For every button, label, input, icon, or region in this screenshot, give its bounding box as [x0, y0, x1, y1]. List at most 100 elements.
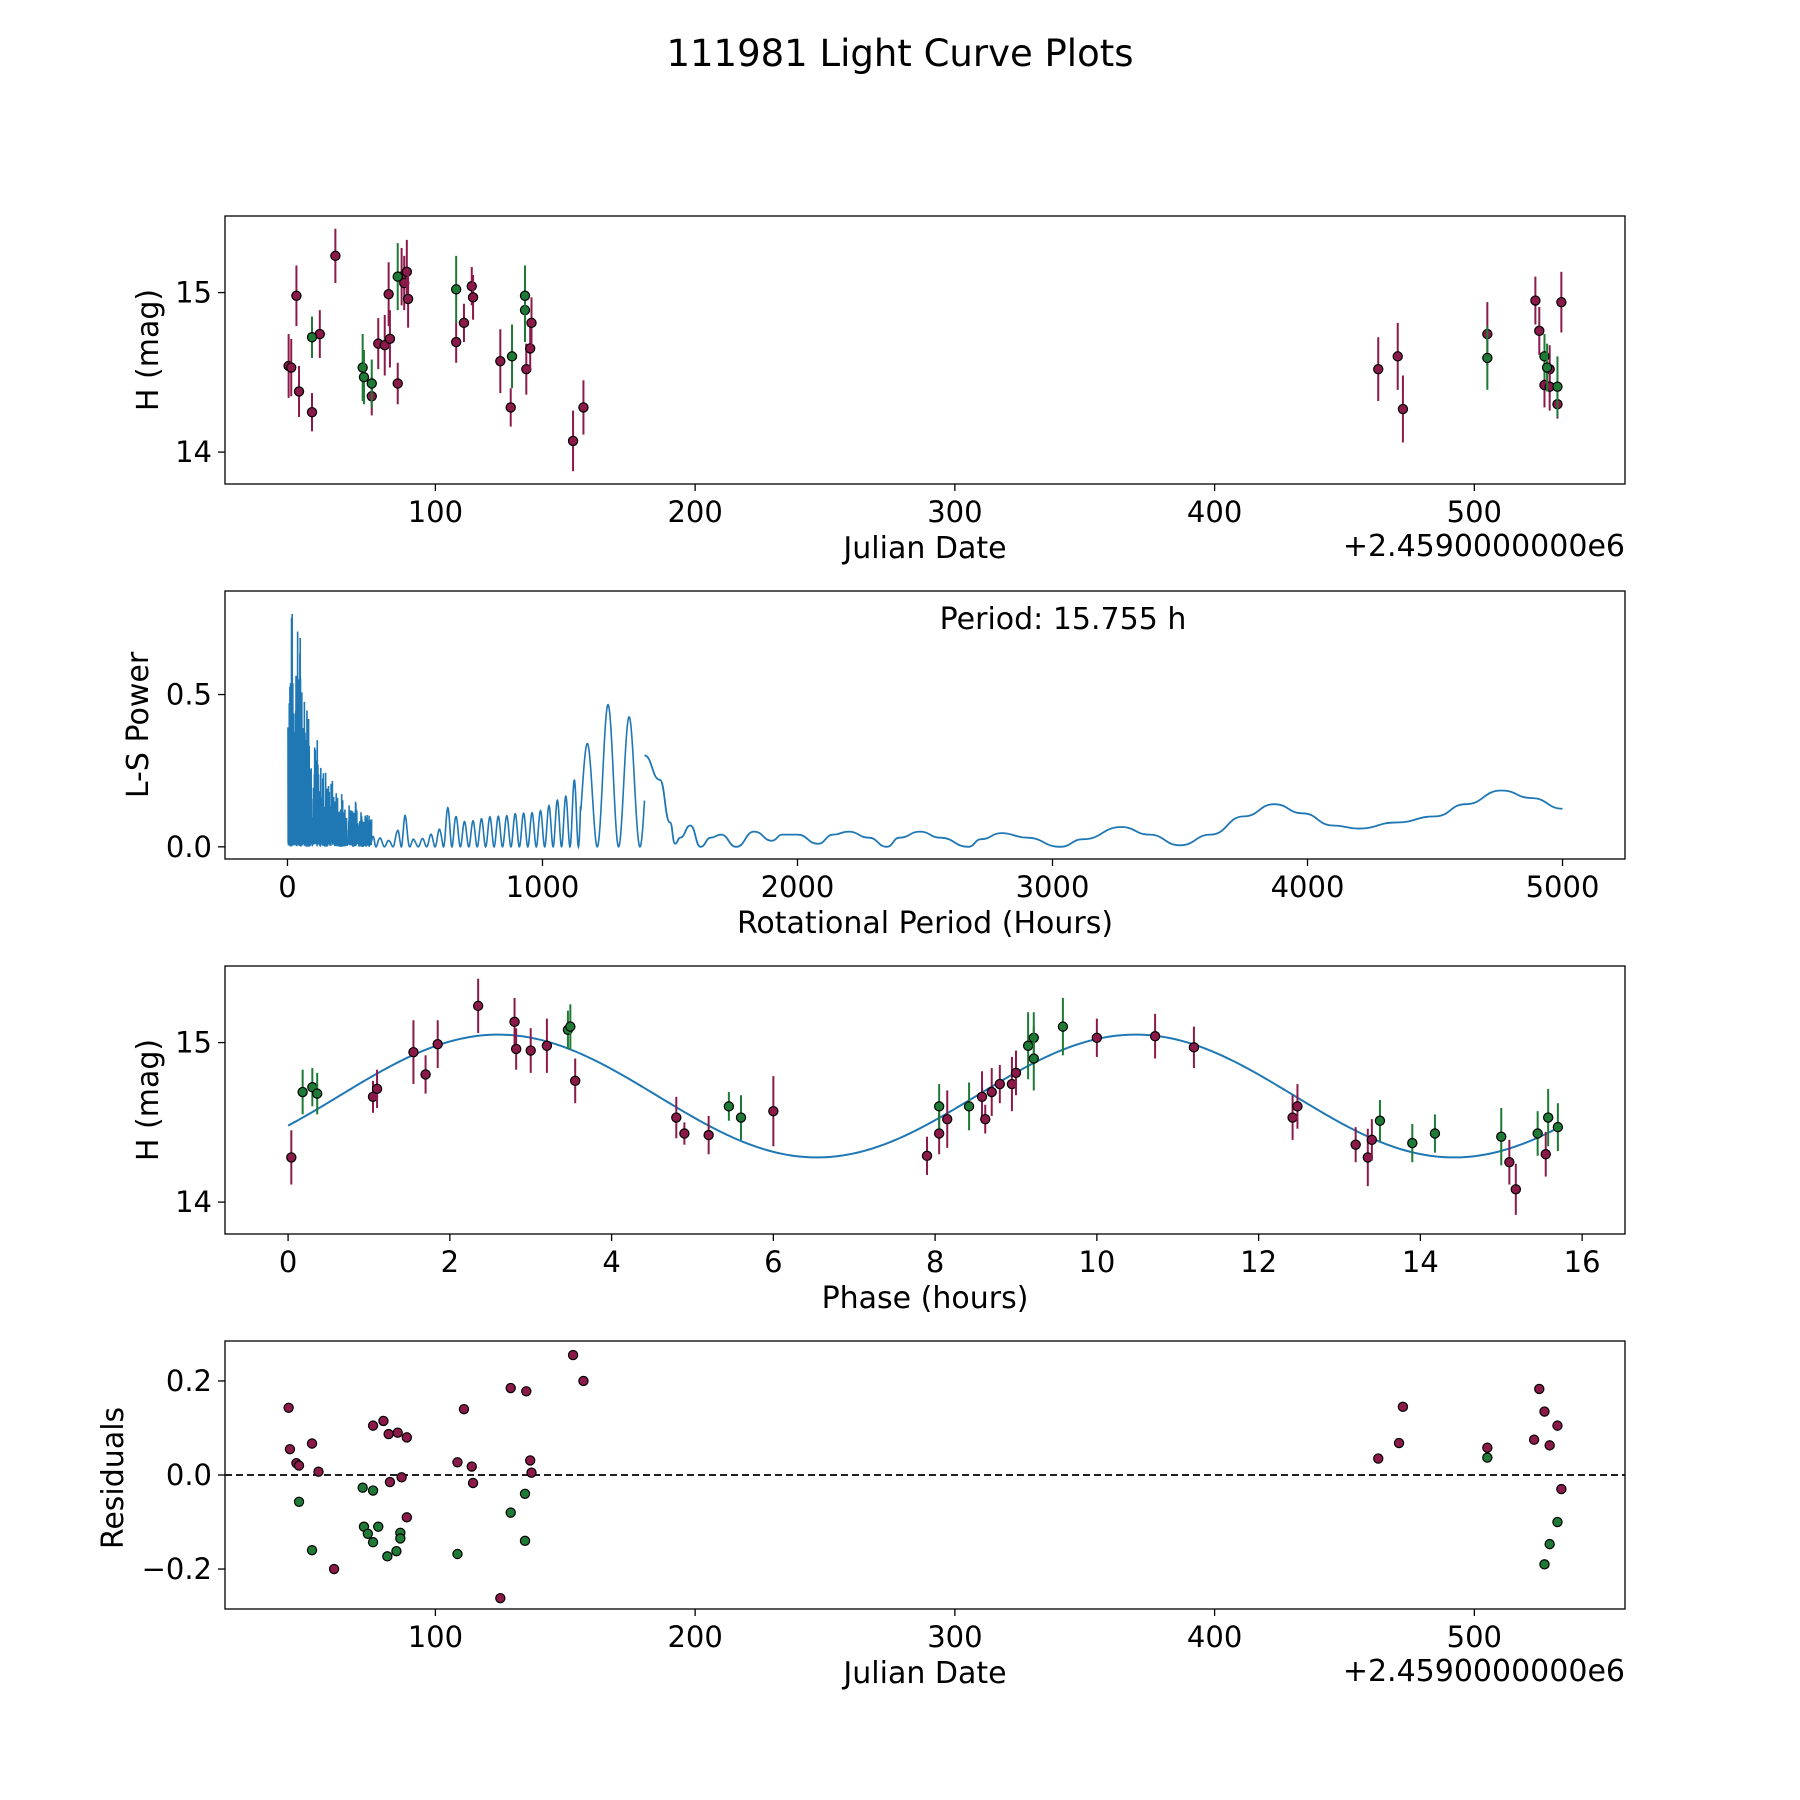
data-point [567, 1349, 579, 1361]
data-point [401, 1432, 413, 1443]
data-point [284, 1443, 296, 1455]
data-point [963, 1101, 975, 1112]
x-tick-label: 400 [1187, 1620, 1242, 1654]
data-point [994, 1078, 1006, 1090]
data-point [283, 1402, 294, 1413]
data-point [986, 1086, 997, 1098]
data-point [1539, 1559, 1550, 1570]
data-point [505, 402, 516, 413]
data-point [578, 1375, 589, 1387]
data-point [1540, 1149, 1551, 1160]
data-point [401, 266, 413, 278]
data-point [1504, 1157, 1515, 1168]
data-point [980, 1113, 991, 1125]
data-point [286, 1152, 297, 1163]
data-point [1552, 1420, 1563, 1431]
figure-title: 111981 Light Curve Plots [666, 32, 1133, 75]
phased-y-label: H (mag) [131, 1039, 166, 1161]
data-point [1552, 1121, 1564, 1133]
data-point [366, 378, 377, 389]
data-point [519, 290, 531, 301]
data-point [408, 1046, 419, 1058]
x-tick-label: 6 [764, 1245, 782, 1279]
data-point [1429, 1128, 1441, 1139]
data-point [933, 1101, 945, 1112]
y-tick-label: 0.5 [166, 678, 212, 712]
data-point [1542, 1112, 1554, 1123]
data-point [402, 293, 414, 305]
data-point [1366, 1134, 1378, 1146]
data-point [1534, 1383, 1545, 1395]
x-tick-label: 1000 [506, 870, 580, 904]
data-point [1292, 1101, 1303, 1112]
phased-x-ticks: 0 2 4 6 8 10 12 14 16 [279, 1234, 1601, 1279]
data-point [286, 362, 297, 373]
data-point [768, 1105, 779, 1117]
period-annotation: Period: 15.755 h [940, 602, 1187, 637]
data-point [567, 435, 579, 447]
data-point [466, 280, 477, 292]
data-point [509, 1016, 520, 1028]
y-tick-label: 15 [175, 276, 212, 310]
data-point [578, 402, 589, 413]
data-point [306, 407, 318, 418]
x-tick-label: 100 [408, 495, 463, 529]
data-point [524, 343, 536, 354]
x-tick-label: 14 [1402, 1245, 1439, 1279]
data-point [525, 1045, 536, 1056]
data-point [1010, 1067, 1022, 1079]
data-point [293, 1496, 305, 1508]
data-point [396, 1472, 407, 1483]
data-point [452, 1548, 463, 1560]
x-tick-label: 0 [278, 870, 296, 904]
data-point [723, 1101, 735, 1112]
data-point [306, 1438, 318, 1449]
data-point [1510, 1184, 1522, 1195]
lightcurve-x-label: Julian Date [841, 531, 1006, 566]
data-point [933, 1128, 945, 1139]
data-point [383, 1428, 394, 1440]
residuals-y-ticks: −0.2 0.0 0.2 [142, 1364, 225, 1586]
panel-residuals: 100 200 300 400 500 −0.2 0.0 0.2 Julian Date +… [96, 1340, 1626, 1691]
data-point [1373, 1453, 1384, 1464]
data-point [1544, 1440, 1555, 1451]
data-point [1091, 1032, 1103, 1043]
data-point [1188, 1042, 1200, 1053]
data-point [293, 386, 305, 397]
data-point [330, 250, 341, 262]
data-point [391, 1545, 402, 1557]
data-point [378, 1415, 389, 1427]
x-tick-label: 500 [1447, 495, 1502, 529]
periodogram-plot-area [287, 613, 1563, 850]
data-point [1397, 403, 1409, 415]
data-point [1541, 362, 1553, 373]
data-point [297, 1086, 308, 1098]
data-point [367, 1420, 379, 1431]
x-tick-label: 400 [1187, 495, 1242, 529]
lightcurve-offset-label: +2.4590000000e6 [1343, 529, 1625, 564]
x-tick-label: 10 [1078, 1245, 1115, 1279]
data-point [976, 1091, 988, 1103]
residuals-offset-label: +2.4590000000e6 [1343, 1654, 1625, 1689]
x-tick-label: 2 [441, 1245, 459, 1279]
data-point [1556, 296, 1567, 308]
panel-periodogram: 0 1000 2000 3000 4000 5000 0.0 0.5 Period: 15.… [121, 590, 1626, 941]
x-tick-label: 4 [602, 1245, 620, 1279]
data-point [357, 1482, 368, 1493]
data-point [458, 1403, 470, 1415]
data-point [1528, 1434, 1540, 1445]
data-point [306, 1545, 318, 1556]
data-point [524, 1455, 536, 1466]
lightcurve-plot-area [283, 228, 1567, 472]
panel-lightcurve: 100 200 300 400 500 14 15 Julian Date +2.4590… [131, 215, 1626, 566]
data-point [519, 1488, 531, 1500]
data-point [521, 1386, 532, 1397]
data-point [1532, 1128, 1543, 1139]
data-point [395, 1533, 406, 1544]
lightcurve-y-ticks: 14 15 [175, 276, 225, 469]
data-point [1482, 352, 1493, 364]
data-point [384, 333, 396, 345]
y-tick-label: 0.0 [166, 830, 212, 864]
y-tick-label: 0.2 [166, 1364, 212, 1398]
x-tick-label: 12 [1240, 1245, 1277, 1279]
